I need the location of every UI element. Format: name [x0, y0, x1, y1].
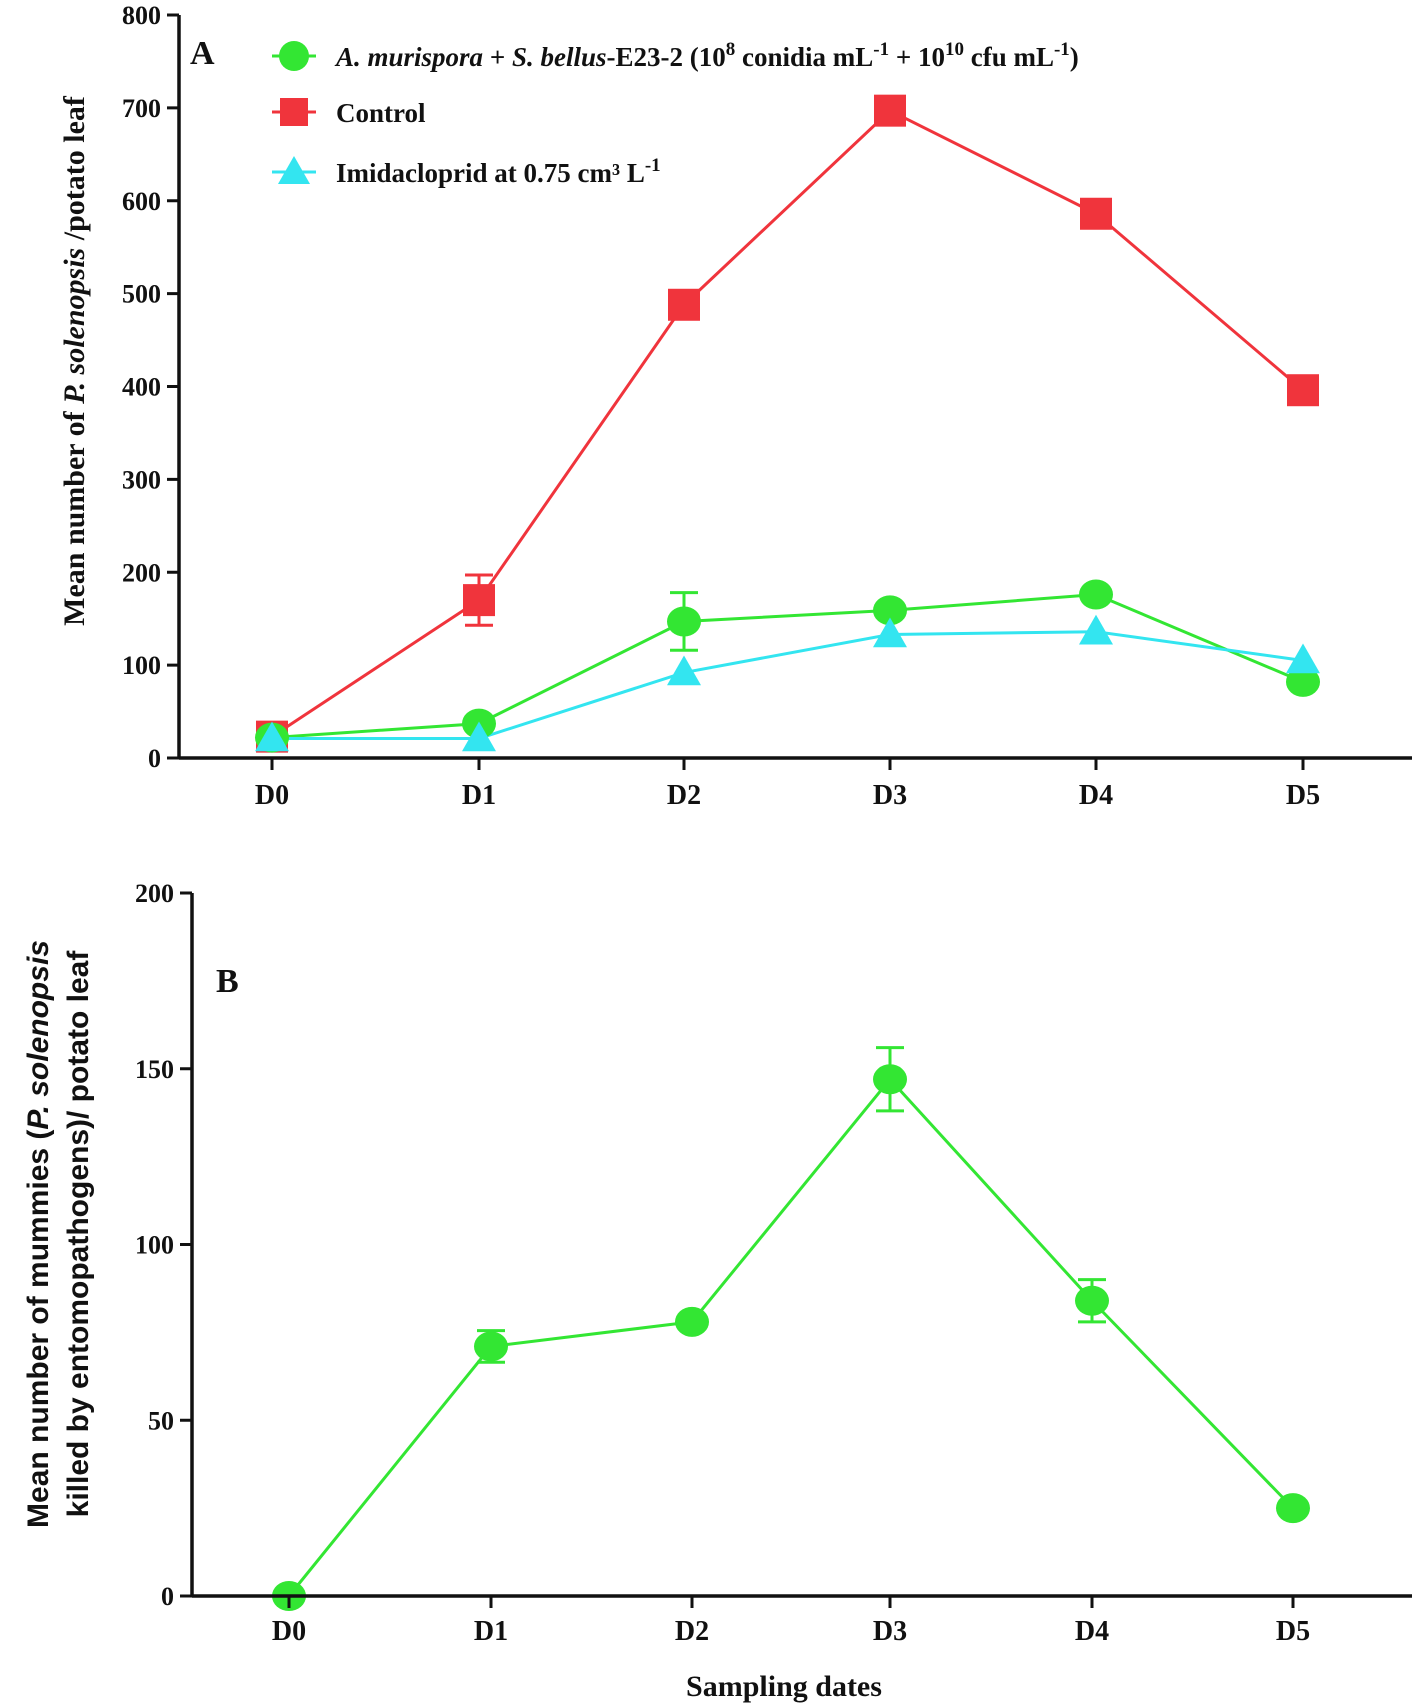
- panel-b-data-point-circle: [873, 1064, 907, 1095]
- panel-b-x-axis-title: Sampling dates: [686, 1670, 882, 1703]
- legend-treatment-italic1: A. murispora: [334, 42, 483, 72]
- panel-a-y-tick-label: 800: [122, 1, 161, 30]
- panel-a-x-tick-label: D5: [1286, 780, 1320, 811]
- legend-item-control: Control: [272, 98, 426, 128]
- panel-b-y-tick-label: 100: [135, 1231, 174, 1260]
- legend-treatment-cfu: cfu mL: [964, 42, 1054, 72]
- panel-a-data-point-triangle: [462, 721, 496, 752]
- panel-a-y-tick-label: 0: [148, 744, 161, 773]
- panel-b-y-tick-label: 50: [148, 1406, 174, 1435]
- panel-b-series-line: [287, 1077, 1295, 1597]
- panel-b-y-axis-title-line2: killed by entomopathogens)/ potato leaf: [62, 950, 95, 1518]
- panel-a-x-tick-label: D4: [1079, 780, 1113, 811]
- panel-a-data-point-square: [668, 288, 700, 321]
- panel-b-y-tick-label: 0: [161, 1582, 174, 1611]
- panel-a-y-tick-label: 200: [122, 558, 161, 587]
- panel-b-x-tick-label: D5: [1276, 1616, 1310, 1647]
- panel-b-y-title-italic: P. solenopsis: [22, 940, 55, 1130]
- panel-a-data-point-triangle: [873, 617, 907, 648]
- panel-a-y-tick-label: 100: [122, 651, 161, 680]
- legend-treatment-plus10: + 10: [889, 42, 945, 72]
- panel-b-data-point-circle: [474, 1331, 508, 1362]
- panel-a-y-axis-title: Mean number of P. solenopsis /potato lea…: [58, 95, 91, 626]
- legend-imidacloprid-text: Imidacloprid at 0.75 cm³ L-1: [336, 155, 661, 188]
- panel-a-data-point-square: [874, 94, 906, 127]
- panel-b-data-point-circle: [1276, 1493, 1310, 1524]
- panel-a-y-title-italic: P. solenopsis: [58, 248, 91, 405]
- legend-item-treatment: A. murispora + S. bellus-E23-2 (108 coni…: [272, 39, 1079, 72]
- legend-treatment-plus: +: [483, 42, 512, 72]
- panel-a-y-title-suffix: /potato leaf: [58, 95, 91, 248]
- panel-b-x-tick-label: D2: [675, 1616, 709, 1647]
- legend-treatment-close: ): [1070, 42, 1079, 72]
- legend-treatment-neg1a: -1: [873, 39, 889, 60]
- legend-item-imidacloprid: Imidacloprid at 0.75 cm³ L-1: [272, 155, 661, 188]
- panel-a-x-tick-label: D3: [873, 780, 907, 811]
- panel-a-data-point-circle: [1079, 579, 1113, 610]
- panel-a-data-point-triangle: [255, 721, 289, 752]
- legend-imidacloprid-main: Imidacloprid at 0.75 cm³ L: [336, 158, 645, 188]
- panel-a-y-tick-label: 400: [122, 373, 161, 402]
- panel-a-data-point-triangle: [667, 655, 701, 686]
- panel-b-data-point-circle: [675, 1306, 709, 1337]
- legend-treatment-exp8: 8: [726, 39, 736, 60]
- legend-imidacloprid-sup: -1: [645, 155, 661, 176]
- panel-a-series-line: [271, 108, 1304, 738]
- panel-b-x-tick-label: D4: [1075, 1616, 1109, 1647]
- panel-a-data-point-square: [1080, 197, 1112, 230]
- panel-a-data-point-square: [1287, 374, 1319, 407]
- panel-a-x-tick-label: D2: [667, 780, 701, 811]
- panel-b-x-tick-label: D3: [873, 1616, 907, 1647]
- panel-a-series-line: [271, 593, 1304, 740]
- panel-a-x-tick-label: D1: [462, 780, 496, 811]
- panel-a-label: A: [190, 35, 215, 72]
- legend-control-text: Control: [336, 98, 426, 128]
- panel-b-y-tick-label: 200: [135, 879, 174, 908]
- panel-a-x-tick-label: D0: [255, 780, 289, 811]
- panel-a-legend: A. murispora + S. bellus-E23-2 (108 coni…: [272, 39, 1079, 188]
- panel-a-data-point-circle: [667, 606, 701, 637]
- panel-b-label: B: [216, 963, 239, 1000]
- panel-a-series-line: [272, 630, 1304, 740]
- legend-triangle-marker-icon: [278, 156, 310, 184]
- panel-b-x-tick-label: D1: [474, 1616, 508, 1647]
- legend-treatment-italic2: S. bellus: [512, 42, 607, 72]
- legend-treatment-text: A. murispora + S. bellus-E23-2 (108 coni…: [334, 39, 1079, 72]
- legend-treatment-conidia: conidia mL: [735, 42, 873, 72]
- legend-circle-marker-icon: [279, 41, 309, 71]
- panel-b-x-tick-label: D0: [272, 1616, 306, 1647]
- legend-treatment-strain: -E23-2 (10: [606, 42, 725, 72]
- legend-square-marker-icon: [280, 98, 308, 126]
- panel-a-y-tick-label: 600: [122, 187, 161, 216]
- legend-treatment-neg1b: -1: [1054, 39, 1070, 60]
- panel-a-data-point-triangle: [1286, 643, 1320, 674]
- panel-a-data-point-square: [463, 584, 495, 617]
- panel-a-y-title-prefix: Mean number of: [58, 404, 91, 626]
- panel-a-data-point-circle: [873, 595, 907, 626]
- legend-treatment-exp10: 10: [945, 39, 964, 60]
- panel-b-y-title-prefix: Mean number of mummies (: [22, 1130, 55, 1528]
- panel-a-data-point-circle: [1286, 666, 1320, 697]
- panel-b-chart: 0 50 100 150 200 D0 D1 D2 D3 D4 D5 B Mean number o…: [22, 879, 1412, 1703]
- panel-a-data-point-triangle: [1079, 614, 1113, 645]
- panel-b-data-point-circle: [1075, 1285, 1109, 1316]
- panel-b-y-axis-title-line1: Mean number of mummies (P. solenopsis: [22, 940, 55, 1528]
- panel-a-y-tick-label: 700: [122, 94, 161, 123]
- panel-b-y-tick-label: 150: [135, 1055, 174, 1084]
- panel-a-y-tick-label: 500: [122, 280, 161, 309]
- panel-a-y-tick-label: 300: [122, 465, 161, 494]
